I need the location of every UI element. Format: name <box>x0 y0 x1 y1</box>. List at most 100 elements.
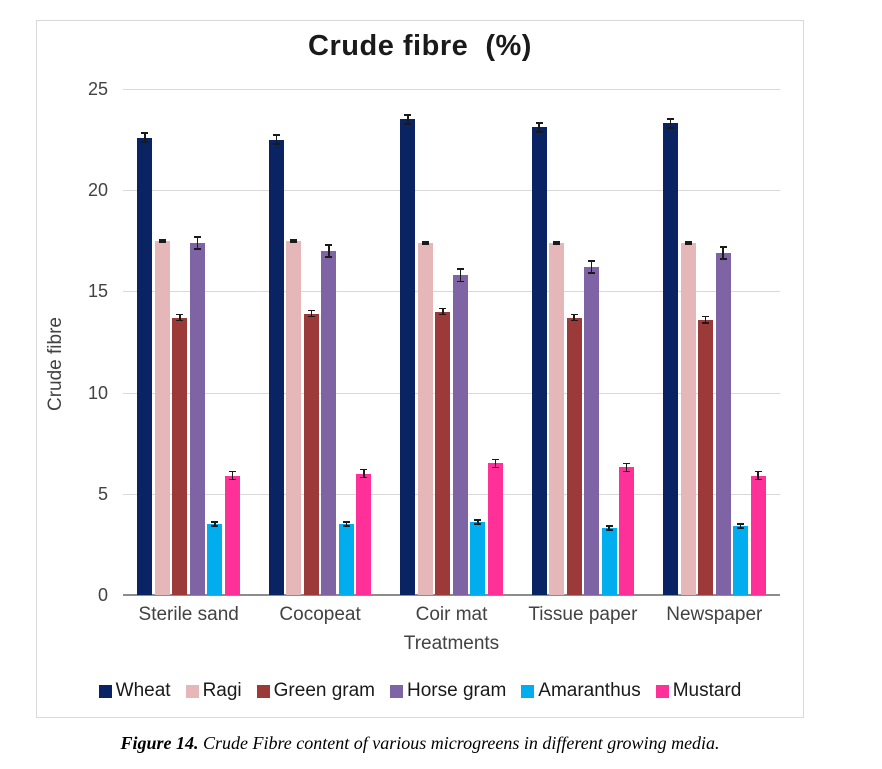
error-bar-cap <box>360 476 368 479</box>
bar-amaranthus <box>338 524 354 595</box>
error-bar <box>459 269 461 282</box>
bar-amaranthus <box>207 524 223 595</box>
gridline <box>123 190 780 192</box>
error-bar-cap <box>491 466 499 469</box>
error-bar-cap <box>211 525 219 527</box>
error-bar-cap <box>570 319 578 322</box>
x-axis-title: Treatments <box>403 633 500 654</box>
bar-green-gram <box>435 311 451 595</box>
error-bar <box>214 522 216 527</box>
error-bar-cap <box>474 519 482 521</box>
error-bar-cap <box>421 243 429 245</box>
legend-swatch-icon <box>98 684 112 698</box>
error-bar <box>363 469 365 478</box>
error-bar-cap <box>474 523 482 525</box>
error-bar-cap <box>158 241 166 243</box>
error-bar-cap <box>684 241 692 243</box>
error-bar <box>757 471 759 480</box>
y-tick-label: 5 <box>97 483 108 504</box>
bar-green-gram <box>566 317 582 595</box>
error-bar-cap <box>342 521 350 523</box>
legend-swatch-icon <box>390 684 404 698</box>
legend-swatch-icon <box>521 684 535 698</box>
error-bar-cap <box>176 319 184 322</box>
caption-text: Crude Fibre content of various microgree… <box>198 733 720 753</box>
gridline <box>123 493 780 495</box>
legend: Wheat Ragi Green gram Horse gram Amaranthus M… <box>36 680 804 702</box>
error-bar-cap <box>342 525 350 527</box>
error-bar <box>310 310 313 317</box>
legend-swatch-icon <box>256 684 270 698</box>
error-bar <box>590 261 593 274</box>
error-bar-cap <box>193 236 201 238</box>
error-bar-cap <box>439 307 447 310</box>
y-tick-label: 0 <box>97 585 108 605</box>
bar-ragi <box>417 242 433 595</box>
bar-mustard <box>619 467 635 595</box>
error-bar-cap <box>737 527 745 529</box>
y-tick-label: 10 <box>87 382 108 403</box>
y-tick-label: 25 <box>87 79 108 99</box>
error-bar-cap <box>290 239 298 241</box>
y-tick-label: 15 <box>87 281 108 302</box>
error-bar-cap <box>605 525 613 527</box>
error-bar-cap <box>553 243 561 245</box>
error-bar-cap <box>404 114 412 116</box>
figure-caption: Figure 14. Crude Fibre content of variou… <box>36 733 804 754</box>
bar-wheat <box>268 139 284 595</box>
error-bar <box>555 241 558 244</box>
bar-wheat <box>663 123 679 595</box>
x-category-label: Sterile sand <box>138 604 239 625</box>
legend-label: Horse gram <box>407 680 507 701</box>
x-category-label: Newspaper <box>666 604 763 625</box>
error-bar <box>328 244 330 257</box>
bar-mustard <box>750 475 766 595</box>
error-bar-cap <box>667 127 675 129</box>
bar-green-gram <box>698 319 714 595</box>
error-bar-cap <box>588 272 596 274</box>
bar-ragi <box>680 242 696 595</box>
x-category-label: Coir mat <box>415 604 488 625</box>
legend-item: Wheat <box>98 680 171 702</box>
error-bar-cap <box>141 132 149 134</box>
error-bar-cap <box>702 315 710 318</box>
error-bar <box>538 123 540 132</box>
legend-swatch-icon <box>655 684 669 698</box>
error-bar <box>477 520 479 525</box>
error-bar-cap <box>719 246 727 248</box>
error-bar <box>293 239 295 242</box>
error-bar-cap <box>360 468 368 471</box>
error-bar-cap <box>141 141 149 143</box>
error-bar <box>345 522 348 527</box>
bar-mustard <box>224 475 240 595</box>
error-bar-cap <box>193 248 201 250</box>
legend-label: Green gram <box>273 680 376 701</box>
error-bar-cap <box>176 313 184 316</box>
error-bar-cap <box>588 260 596 262</box>
legend-label: Wheat <box>115 680 171 701</box>
error-bar-cap <box>307 315 315 318</box>
error-bar-cap <box>456 280 464 283</box>
legend-label: Ragi <box>202 680 242 701</box>
bar-ragi <box>549 242 565 595</box>
bar-wheat <box>137 137 153 595</box>
error-bar <box>669 118 672 128</box>
error-bar-cap <box>404 123 412 125</box>
error-bar-cap <box>570 313 578 316</box>
error-bar <box>625 463 628 472</box>
bar-horse-gram <box>584 267 600 595</box>
error-bar <box>687 241 689 244</box>
legend-item: Green gram <box>256 680 376 702</box>
gridline <box>123 392 780 394</box>
error-bar-cap <box>158 239 166 241</box>
error-bar-cap <box>719 258 727 260</box>
error-bar-cap <box>684 243 692 245</box>
error-bar <box>144 133 146 142</box>
x-category-label: Cocopeat <box>279 604 361 625</box>
error-bar-cap <box>456 268 464 270</box>
error-bar <box>573 314 575 321</box>
caption-prefix: Figure 14. <box>120 733 199 753</box>
error-bar-cap <box>605 529 613 531</box>
error-bar <box>275 135 278 145</box>
